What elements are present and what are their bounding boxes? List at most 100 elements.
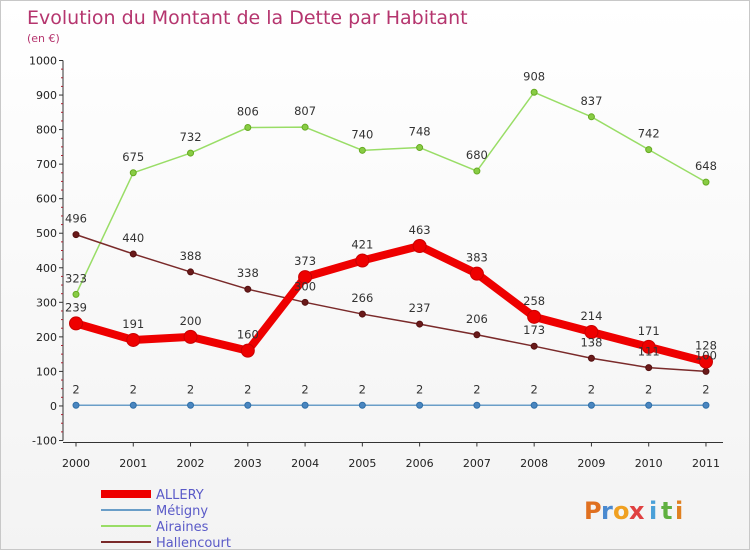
data-point-metigny: [129, 401, 137, 409]
logo-letter: o: [613, 497, 630, 525]
data-point-allery: [69, 316, 83, 331]
data-label-hallencourt: 496: [65, 212, 87, 226]
logo-letter: P: [584, 497, 602, 525]
x-tick-label: 2010: [635, 457, 663, 470]
data-label-airaines: 807: [294, 104, 316, 118]
data-label-allery: 383: [466, 251, 488, 265]
data-point-hallencourt: [187, 268, 195, 276]
data-label-metigny: 2: [130, 382, 137, 396]
data-label-metigny: 2: [244, 382, 251, 396]
data-label-hallencourt: 440: [122, 231, 144, 245]
legend-label-allery: ALLERY: [156, 488, 204, 503]
data-label-airaines: 806: [237, 105, 259, 119]
data-label-airaines: 323: [65, 271, 87, 285]
data-label-allery: 171: [638, 324, 660, 338]
data-label-airaines: 908: [523, 69, 545, 83]
y-tick-label: 600: [36, 193, 57, 206]
data-label-allery: 128: [695, 339, 717, 353]
data-label-allery: 160: [237, 328, 259, 342]
data-point-hallencourt: [72, 231, 80, 239]
legend-label-airaines: Airaines: [156, 520, 209, 535]
data-point-airaines: [187, 149, 195, 157]
data-point-allery: [584, 325, 599, 340]
data-point-allery: [298, 270, 313, 285]
data-label-hallencourt: 300: [294, 279, 316, 293]
data-label-hallencourt: 206: [466, 312, 488, 326]
data-label-hallencourt: 138: [580, 335, 602, 349]
data-point-metigny: [358, 401, 366, 409]
data-point-metigny: [416, 401, 424, 409]
data-label-airaines: 732: [180, 130, 202, 144]
data-point-airaines: [301, 123, 309, 131]
data-point-allery: [641, 339, 656, 354]
series-line-airaines: [75, 91, 707, 296]
y-tick-label: 300: [36, 296, 57, 309]
data-point-hallencourt: [358, 310, 366, 318]
y-tick-label: 1000: [29, 55, 57, 68]
data-point-hallencourt: [416, 320, 424, 328]
legend-label-hallencourt: Hallencourt: [156, 536, 231, 551]
y-tick-label: 700: [36, 158, 57, 171]
data-point-airaines: [702, 178, 710, 186]
data-point-hallencourt: [702, 367, 710, 375]
data-label-metigny: 2: [588, 382, 595, 396]
data-point-allery: [412, 239, 427, 254]
data-label-allery: 258: [523, 294, 545, 308]
x-tick-label: 2009: [577, 457, 605, 470]
data-label-airaines: 680: [466, 148, 488, 162]
data-point-metigny: [301, 401, 309, 409]
data-point-hallencourt: [587, 354, 595, 362]
y-tick-label: 500: [36, 227, 57, 240]
x-tick-label: 2000: [62, 457, 90, 470]
data-point-allery: [240, 343, 255, 358]
logo-letter: i: [649, 497, 657, 525]
data-label-allery: 200: [180, 314, 202, 328]
data-point-allery: [527, 309, 542, 324]
data-label-hallencourt: 100: [695, 348, 717, 362]
y-tick-label: 200: [36, 331, 57, 344]
y-tick-label: 0: [50, 400, 57, 413]
y-tick-label: 100: [36, 365, 57, 378]
data-label-allery: 463: [409, 223, 431, 237]
data-label-hallencourt: 111: [638, 345, 660, 359]
x-tick-label: 2003: [234, 457, 262, 470]
data-point-hallencourt: [473, 331, 481, 339]
axes: -100 0 100 200 300 400 500 600 700 800 900 1000 2000…: [29, 55, 723, 470]
data-label-airaines: 648: [695, 159, 717, 173]
data-label-allery: 421: [351, 238, 373, 252]
data-point-metigny: [187, 401, 195, 409]
data-label-metigny: 2: [359, 382, 366, 396]
x-tick-label: 2004: [291, 457, 319, 470]
data-label-airaines: 675: [122, 150, 144, 164]
data-label-metigny: 2: [702, 382, 709, 396]
x-tick-label: 2005: [348, 457, 376, 470]
data-label-allery: 373: [294, 254, 316, 268]
data-point-hallencourt: [129, 250, 137, 258]
y-tick-label: -100: [32, 435, 57, 448]
logo-letter: i: [675, 497, 683, 525]
data-label-airaines: 748: [409, 125, 431, 139]
data-point-metigny: [587, 401, 595, 409]
x-tick-label: 2001: [119, 457, 147, 470]
logo-letter: t: [661, 497, 672, 525]
data-point-airaines: [530, 88, 538, 96]
data-point-metigny: [530, 401, 538, 409]
data-label-hallencourt: 266: [351, 291, 373, 305]
data-point-airaines: [645, 146, 653, 154]
data-point-airaines: [473, 167, 481, 175]
x-tick-label: 2002: [177, 457, 205, 470]
data-label-airaines: 742: [638, 127, 660, 141]
x-tick-label: 2008: [520, 457, 548, 470]
data-point-metigny: [645, 401, 653, 409]
data-label-allery: 191: [122, 317, 144, 331]
data-point-allery: [126, 332, 141, 347]
data-point-hallencourt: [301, 298, 309, 306]
data-point-airaines: [358, 146, 366, 154]
data-point-airaines: [587, 113, 595, 121]
data-label-metigny: 2: [187, 382, 194, 396]
y-tick-label: 400: [36, 262, 57, 275]
x-tick-label: 2011: [692, 457, 720, 470]
